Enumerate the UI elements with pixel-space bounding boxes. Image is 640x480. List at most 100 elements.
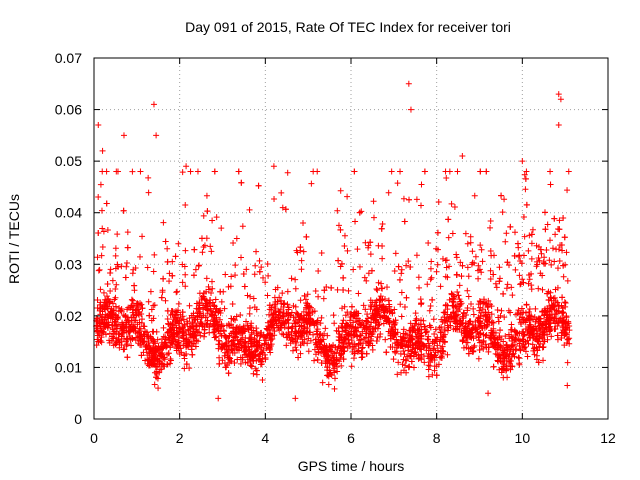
scatter-point xyxy=(387,335,394,342)
scatter-point xyxy=(560,214,567,221)
scatter-point xyxy=(477,304,484,311)
scatter-point xyxy=(331,320,338,327)
scatter-point xyxy=(528,255,535,262)
scatter-point xyxy=(304,325,311,332)
scatter-point xyxy=(300,248,307,255)
scatter-point xyxy=(154,336,161,343)
scatter-point xyxy=(433,372,440,379)
scatter-point xyxy=(539,344,546,351)
scatter-point xyxy=(145,338,152,345)
scatter-point xyxy=(528,286,535,293)
scatter-point xyxy=(496,275,503,282)
axis-ticks xyxy=(93,57,609,420)
scatter-point xyxy=(258,264,265,271)
scatter-point xyxy=(172,253,179,260)
scatter-point xyxy=(302,319,309,326)
scatter-point xyxy=(148,306,155,313)
scatter-point xyxy=(409,336,416,343)
scatter-point xyxy=(561,332,568,339)
scatter-point xyxy=(469,348,476,355)
scatter-point xyxy=(381,309,388,316)
scatter-point xyxy=(113,338,120,345)
scatter-point xyxy=(498,192,505,199)
scatter-point xyxy=(212,309,219,316)
scatter-point xyxy=(99,244,106,251)
scatter-point xyxy=(230,325,237,332)
scatter-point xyxy=(98,252,105,259)
scatter-point xyxy=(246,206,253,213)
scatter-point xyxy=(451,203,458,210)
scatter-point xyxy=(428,258,435,265)
scatter-point xyxy=(531,314,538,321)
scatter-point xyxy=(244,322,251,329)
scatter-point xyxy=(130,302,137,309)
scatter-point xyxy=(380,320,387,327)
scatter-point xyxy=(303,233,310,240)
scatter-point xyxy=(215,395,222,402)
scatter-point xyxy=(401,304,408,311)
scatter-point xyxy=(107,270,114,277)
scatter-point xyxy=(103,200,110,207)
scatter-point xyxy=(520,279,527,286)
scatter-point xyxy=(538,250,545,257)
scatter-point xyxy=(299,338,306,345)
scatter-point xyxy=(256,257,263,264)
scatter-point xyxy=(252,351,259,358)
scatter-point xyxy=(310,168,317,175)
scatter-point xyxy=(135,306,142,313)
scatter-point xyxy=(239,334,246,341)
scatter-point xyxy=(183,361,190,368)
scatter-point xyxy=(383,314,390,321)
scatter-point xyxy=(170,330,177,337)
scatter-point xyxy=(280,331,287,338)
scatter-point xyxy=(495,314,502,321)
scatter-point xyxy=(198,296,205,303)
scatter-point xyxy=(531,344,538,351)
scatter-point xyxy=(199,249,206,256)
scatter-point xyxy=(109,322,116,329)
scatter-point xyxy=(452,326,459,333)
scatter-point xyxy=(315,336,322,343)
scatter-point xyxy=(232,272,239,279)
scatter-point xyxy=(522,344,529,351)
scatter-point xyxy=(453,251,460,258)
scatter-point xyxy=(564,187,571,194)
scatter-point xyxy=(151,251,158,258)
scatter-point xyxy=(285,324,292,331)
scatter-point xyxy=(248,353,255,360)
scatter-point xyxy=(513,336,520,343)
scatter-point xyxy=(351,168,358,175)
scatter-point xyxy=(288,332,295,339)
scatter-point xyxy=(122,274,129,281)
scatter-point xyxy=(255,182,262,189)
scatter-point xyxy=(500,290,507,297)
scatter-point xyxy=(105,319,112,326)
scatter-point xyxy=(424,336,431,343)
scatter-point xyxy=(253,325,260,332)
scatter-point xyxy=(230,239,237,246)
scatter-point xyxy=(175,240,182,247)
scatter-point xyxy=(331,361,338,368)
y-tick-label: 0.04 xyxy=(55,205,82,221)
scatter-point xyxy=(390,318,397,325)
scatter-point xyxy=(357,332,364,339)
scatter-point xyxy=(250,295,257,302)
scatter-point xyxy=(110,335,117,342)
scatter-point xyxy=(434,246,441,253)
scatter-point xyxy=(160,324,167,331)
scatter-point xyxy=(249,350,256,357)
scatter-point xyxy=(282,206,289,213)
scatter-point xyxy=(549,245,556,252)
scatter-point xyxy=(298,266,305,273)
scatter-point xyxy=(183,336,190,343)
scatter-point xyxy=(513,329,520,336)
scatter-point xyxy=(314,356,321,363)
scatter-point xyxy=(137,253,143,260)
scatter-point xyxy=(434,229,441,236)
scatter-point xyxy=(541,328,548,335)
scatter-point xyxy=(146,312,153,319)
scatter-point xyxy=(528,270,535,277)
scatter-point xyxy=(311,357,318,364)
scatter-point xyxy=(330,342,337,349)
scatter-point xyxy=(124,306,131,313)
